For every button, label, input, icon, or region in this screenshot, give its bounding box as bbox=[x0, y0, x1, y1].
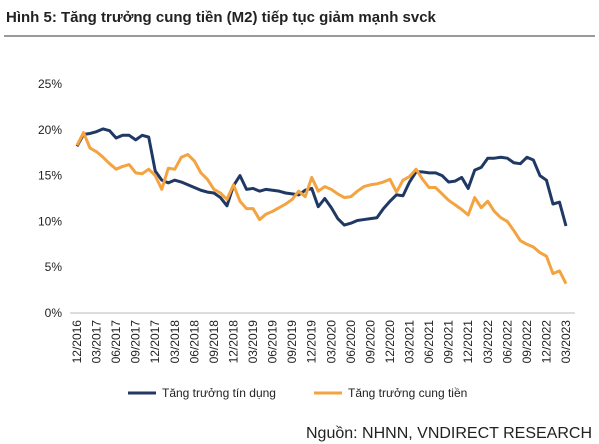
x-tick-label: 06/2021 bbox=[422, 320, 436, 364]
x-tick-label: 03/2020 bbox=[324, 320, 338, 364]
chart-title: Hình 5: Tăng trưởng cung tiền (M2) tiếp … bbox=[6, 9, 437, 26]
x-tick-label: 06/2019 bbox=[266, 320, 280, 364]
x-tick-label: 09/2021 bbox=[442, 320, 456, 364]
x-tick-label: 09/2018 bbox=[207, 320, 221, 364]
x-tick-label: 06/2022 bbox=[500, 320, 514, 364]
y-tick-label: 5% bbox=[45, 260, 63, 274]
x-tick-label: 03/2021 bbox=[403, 320, 417, 364]
x-tick-label: 06/2020 bbox=[344, 320, 358, 364]
x-tick-label: 12/2018 bbox=[226, 320, 240, 364]
x-tick-label: 09/2022 bbox=[520, 320, 534, 364]
y-tick-label: 15% bbox=[38, 169, 62, 183]
y-tick-label: 0% bbox=[45, 306, 63, 320]
legend-label: Tăng trưởng cung tiền bbox=[348, 386, 467, 400]
x-tick-label: 03/2022 bbox=[481, 320, 495, 364]
x-tick-label: 12/2022 bbox=[539, 320, 553, 364]
x-tick-label: 03/2018 bbox=[168, 320, 182, 364]
line bbox=[75, 131, 568, 285]
y-tick-label: 10% bbox=[38, 214, 62, 228]
y-tick-label: 25% bbox=[38, 77, 62, 91]
x-tick-label: 06/2017 bbox=[109, 320, 123, 364]
legend-label: Tăng trưởng tín dụng bbox=[162, 386, 276, 400]
x-tick-label: 03/2017 bbox=[90, 320, 104, 364]
y-tick-label: 20% bbox=[38, 123, 62, 137]
x-tick-label: 12/2017 bbox=[148, 320, 162, 364]
x-tick-label: 03/2019 bbox=[246, 320, 260, 364]
x-tick-label: 12/2021 bbox=[461, 320, 475, 364]
x-tick-label: 12/2016 bbox=[70, 320, 84, 364]
x-tick-label: 09/2017 bbox=[129, 320, 143, 364]
x-tick-label: 03/2023 bbox=[559, 320, 573, 364]
x-tick-label: 09/2020 bbox=[363, 320, 377, 364]
line bbox=[75, 127, 568, 227]
x-tick-label: 06/2018 bbox=[187, 320, 201, 364]
x-tick-label: 09/2019 bbox=[285, 320, 299, 364]
source: Nguồn: NHNN, VNDIRECT RESEARCH bbox=[306, 425, 592, 442]
x-tick-label: 12/2020 bbox=[383, 320, 397, 364]
x-tick-label: 12/2019 bbox=[305, 320, 319, 364]
